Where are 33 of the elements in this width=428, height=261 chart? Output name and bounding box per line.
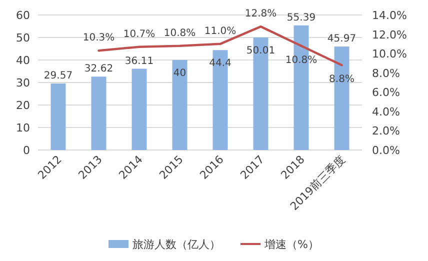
data-label: 55.39 [286,12,316,24]
data-label: 10.8% [164,28,196,39]
y2-tick-label: 12.0% [372,28,407,42]
y2-tick-label: 4.0% [372,105,400,118]
data-label: 10.7% [123,28,156,40]
data-label: 11.0% [204,26,236,37]
legend-label: 增速（%） [264,238,319,251]
data-label: 10.8% [285,54,318,66]
y-tick-label: 0 [23,144,30,157]
y-tick-label: 20 [16,99,30,112]
data-label: 10.3% [82,32,115,44]
data-label: 40 [173,68,186,79]
y-tick-label: 30 [16,76,30,90]
data-label: 12.8% [244,8,277,20]
y2-tick-label: 6.0% [372,86,400,100]
y-tick-label: 40 [16,54,30,67]
bar [50,83,66,150]
data-label: 36.11 [124,56,154,67]
y2-tick-label: 2.0% [372,124,400,138]
bar [172,60,188,150]
data-label: 32.62 [84,64,114,75]
y2-tick-label: 14.0% [372,9,407,22]
y-tick-label: 60 [16,9,30,22]
y-tick-label: 50 [16,32,30,44]
y2-tick-label: 0.0% [372,144,400,157]
y2-tick-label: 8.0% [372,66,400,80]
y2-tick-label: 10.0% [372,48,407,61]
legend-label: 旅游人数（亿人） [132,238,220,251]
data-label: 29.57 [44,70,73,82]
y-tick-label: 10 [16,122,30,134]
bar [91,76,106,150]
data-label: 45.97 [327,34,356,45]
bar [132,68,147,150]
